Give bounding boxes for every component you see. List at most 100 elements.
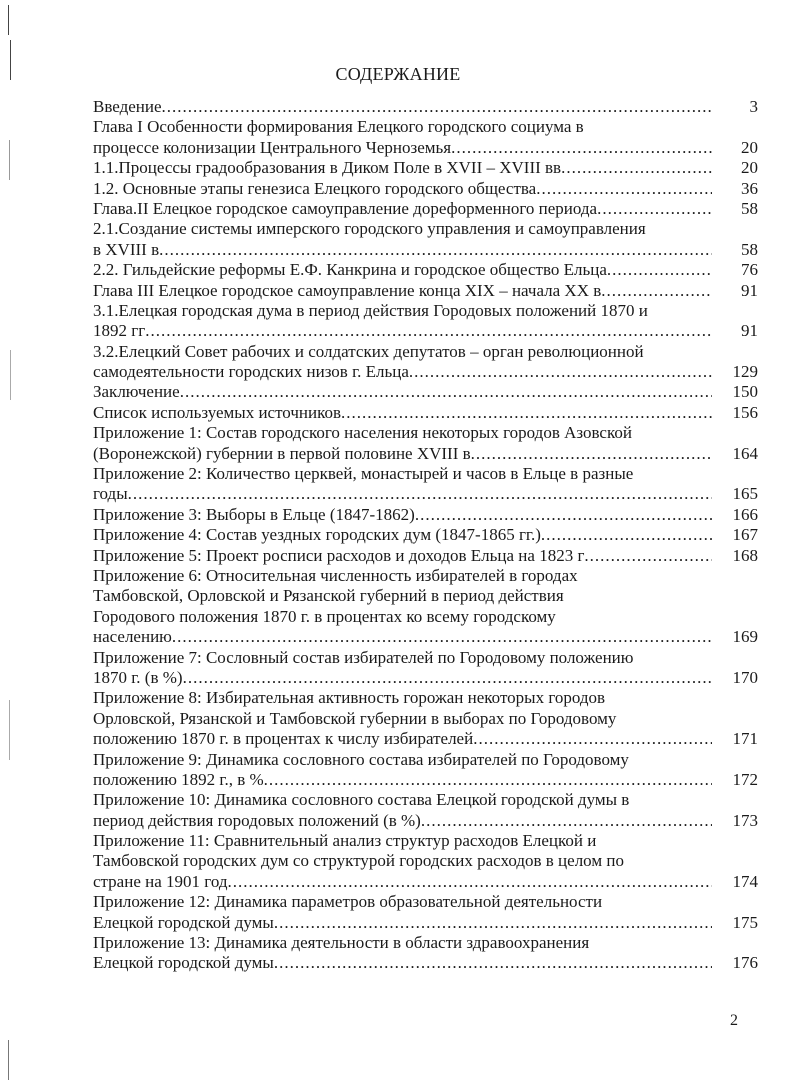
toc-entry: Приложение 8: Избирательная активность г… [93,688,758,749]
toc-entry: Приложение 2: Количество церквей, монаст… [93,464,758,505]
toc-entry: Приложение 6: Относительная численность … [93,566,758,648]
toc-entry-text: Приложение 6: Относительная численность … [93,565,578,585]
dot-leader [274,913,712,933]
dot-leader [536,179,712,199]
toc-entry-text: Приложение 10: Динамика сословного соста… [93,790,630,810]
toc-entry-text: Список используемых источников [93,402,342,422]
toc-entry-page: 167 [732,525,759,545]
toc-entry-page: 156 [732,402,759,422]
toc-entry: Введение 3 [93,97,758,117]
dot-leader [264,770,712,790]
toc-entry-page: 175 [732,912,759,932]
toc-entry-page: 91 [741,321,758,341]
toc-entry-text: положению 1892 г., в % [93,769,264,789]
toc-entry-page: 164 [732,443,759,463]
dot-leader [162,97,712,117]
scan-margin-mark [8,5,9,35]
dot-leader [415,505,712,525]
toc-entry-text: Тамбовской городских дум со структурой г… [93,851,624,871]
dot-leader [451,138,712,158]
toc-entry-text: населению [93,627,172,647]
toc-entry-page: 36 [741,178,758,198]
dot-leader [421,811,712,831]
toc-entry: 2.2. Гильдейские реформы Е.Ф. Канкрина и… [93,260,758,280]
toc-entry: Приложение 7: Сословный состав избирател… [93,648,758,689]
toc-entry-page: 165 [732,484,759,504]
page-title: СОДЕРЖАНИЕ [335,64,461,84]
toc-entry-page: 3 [749,97,759,116]
toc-entry-text: Приложение 4: Состав уездных городских д… [93,525,541,545]
toc-entry-text: Елецкой городской думы [93,912,274,932]
toc-entry: 3.2.Елецкий Совет рабочих и солдатских д… [93,342,758,383]
dot-leader [145,321,712,341]
toc-entry-text: Глава III Елецкое городское самоуправлен… [93,280,602,300]
toc-entry-text: период действия городовых положений (в %… [93,810,421,830]
toc-entry-page: 150 [732,382,759,402]
dot-leader [473,729,712,749]
dot-leader [471,444,712,464]
toc-entry: Приложение 5: Проект росписи расходов и … [93,546,758,566]
toc-entry-text: Глава I Особенности формирования Елецког… [93,117,584,137]
dot-leader [128,484,712,504]
toc-entry: Приложение 1: Состав городского населени… [93,423,758,464]
dot-leader [274,953,712,973]
dot-leader [227,872,712,892]
toc-entry-page: 76 [741,260,758,280]
toc-entry-text: годы [93,484,128,504]
toc-entry-page: 58 [741,239,758,259]
toc-entry-text: Елецкой городской думы [93,953,274,973]
toc-entry-text: Орловской, Рязанской и Тамбовской губерн… [93,708,617,728]
dot-leader [601,281,712,301]
toc-entry-text: Приложение 2: Количество церквей, монаст… [93,464,634,484]
toc-entry-text: 1.1.Процессы градообразования в Диком По… [93,158,562,178]
dot-leader [172,627,712,647]
toc-entry-text: Введение [93,97,162,116]
toc-entry-text: 1.2. Основные этапы генезиса Елецкого го… [93,178,537,198]
toc-entry-text: Приложение 12: Динамика параметров образ… [93,892,603,912]
toc-entry-text: Приложение 5: Проект росписи расходов и … [93,545,585,565]
toc-entry-page: 169 [732,627,759,647]
toc-entry-page: 166 [732,504,759,524]
table-of-contents: Введение 3 Глава I Особенности формировани… [93,97,758,974]
toc-entry-text: Глава.II Елецкое городское самоуправлени… [93,198,598,218]
toc-entry: Приложение 4: Состав уездных городских д… [93,525,758,545]
toc-entry-text: Приложение 1: Состав городского населени… [93,423,632,443]
toc-entry: Глава I Особенности формирования Елецког… [93,117,758,158]
toc-entry: Приложение 12: Динамика параметров образ… [93,892,758,933]
dot-leader [584,546,712,566]
toc-entry: Глава.II Елецкое городское самоуправлени… [93,199,758,219]
toc-entry: Приложение 3: Выборы в Ельце (1847-1862)… [93,505,758,525]
toc-entry-text: 3.2.Елецкий Совет рабочих и солдатских д… [93,341,644,361]
toc-entry-page: 58 [741,198,758,218]
toc-entry-text: процессе колонизации Центрального Черноз… [93,137,452,157]
toc-entry-text: 2.2. Гильдейские реформы Е.Ф. Канкрина и… [93,260,607,280]
scan-margin-mark [10,40,11,80]
dot-leader [561,158,712,178]
toc-entry-text: 1892 гг [93,321,146,341]
scan-margin-mark [10,350,11,400]
toc-entry-text: Приложение 13: Динамика деятельности в о… [93,933,590,953]
toc-entry: 1.1.Процессы градообразования в Диком По… [93,158,758,178]
scan-margin-mark [8,1040,9,1080]
dot-leader [597,199,712,219]
dot-leader [341,403,712,423]
toc-entry-text: самодеятельности городских низов г. Ельц… [93,362,409,382]
dot-leader [159,240,712,260]
toc-entry-text: 2.1.Создание системы имперского городско… [93,219,646,239]
dot-leader [607,260,712,280]
toc-entry-text: 1870 г. (в %) [93,667,183,687]
toc-entry-text: Тамбовской, Орловской и Рязанской губерн… [93,586,564,606]
toc-entry-text: стране на 1901 год [93,871,228,891]
toc-entry-page: 91 [741,280,758,300]
toc-entry-text: Приложение 9: Динамика сословного состав… [93,749,629,769]
toc-entry-text: в XVIII в [93,239,160,259]
toc-entry-page: 173 [732,810,759,830]
toc-entry-page: 168 [732,545,759,565]
toc-entry: Приложение 9: Динамика сословного состав… [93,750,758,791]
toc-entry: 1.2. Основные этапы генезиса Елецкого го… [93,179,758,199]
toc-entry-page: 170 [732,667,759,687]
scan-margin-mark [9,140,10,180]
toc-entry-page: 129 [732,362,759,382]
toc-entry: 2.1.Создание системы имперского городско… [93,219,758,260]
toc-entry: Приложение 11: Сравнительный анализ стру… [93,831,758,892]
